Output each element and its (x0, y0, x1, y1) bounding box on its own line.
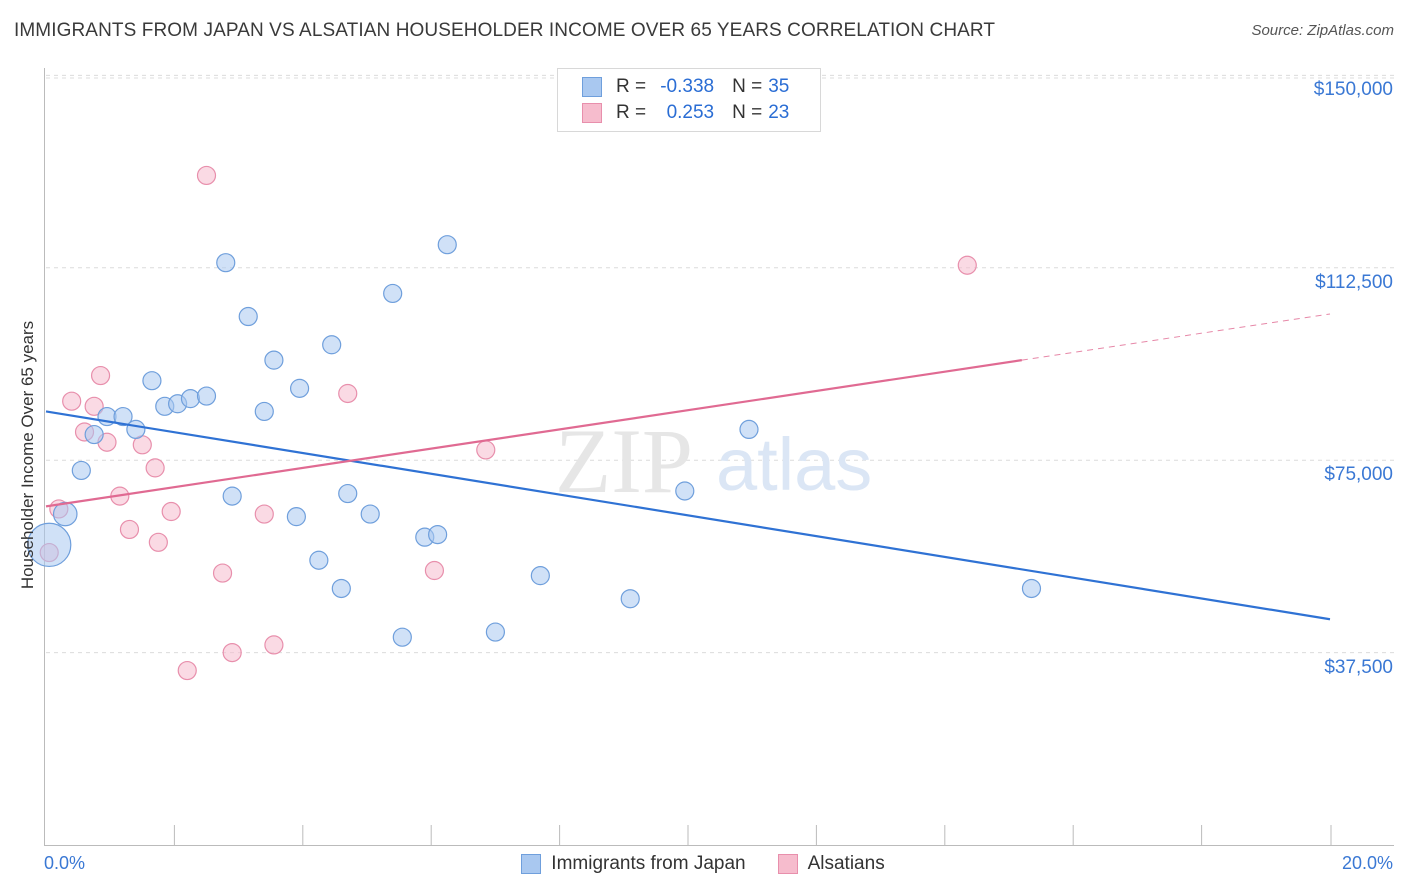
y-tick-label-150000: $150,000 (1313, 79, 1393, 101)
alsatian-point[interactable] (957, 255, 977, 275)
series-swatch-japan (521, 854, 542, 874)
japan-point[interactable] (428, 524, 448, 545)
alsatian-trend-line (45, 359, 1023, 508)
japan-point[interactable] (254, 401, 274, 422)
y-tick-label-112500: $112,500 (1315, 271, 1393, 293)
legend-n-value-japan: 35 (768, 76, 790, 97)
series-swatch-alsatians (777, 854, 798, 874)
japan-point[interactable] (113, 406, 133, 427)
series-label-alsatians: Alsatians (807, 853, 885, 874)
japan-point[interactable] (264, 350, 284, 370)
japan-point[interactable] (331, 578, 351, 599)
japan-point[interactable] (530, 566, 550, 586)
legend-r-value-japan: -0.338 (660, 76, 715, 97)
legend-row-alsatians: R = 0.253 N = 23 (582, 101, 789, 125)
chart-title: IMMIGRANTS FROM JAPAN VS ALSATIAN HOUSEH… (14, 20, 996, 41)
japan-trend-line (45, 410, 1331, 621)
japan-point[interactable] (675, 481, 695, 501)
y-axis-title: Householder Income Over 65 years (18, 320, 37, 590)
japan-point[interactable] (142, 371, 162, 391)
japan-point[interactable] (180, 389, 201, 409)
series-legend: Immigrants from Japan Alsatians (0, 852, 1406, 876)
legend-r-value-alsatians: 0.253 (666, 102, 715, 123)
legend-swatch-alsatians (582, 103, 602, 123)
legend-n-label: N = (732, 76, 763, 97)
japan-point[interactable] (485, 622, 505, 642)
alsatian-point[interactable] (338, 383, 358, 404)
alsatian-trend-extension (1021, 313, 1331, 361)
trend-lines (45, 313, 1331, 621)
japan-point[interactable] (360, 504, 380, 524)
alsatian-point[interactable] (196, 165, 217, 186)
y-tick-label-37500: $37,500 (1324, 656, 1393, 678)
series-legend-alsatians[interactable]: Alsatians (777, 853, 885, 875)
alsatian-point[interactable] (90, 365, 111, 386)
alsatian-point[interactable] (212, 563, 233, 583)
japan-point[interactable] (289, 378, 310, 398)
alsatian-point[interactable] (254, 504, 274, 524)
watermark: ZIP atlas (555, 410, 872, 512)
japan-point[interactable] (196, 386, 217, 406)
alsatian-point[interactable] (119, 519, 140, 540)
japan-point[interactable] (238, 306, 258, 327)
x-tick-label-max: 20.0% (1341, 853, 1393, 873)
alsatian-point[interactable] (264, 635, 284, 655)
japan-points (27, 235, 1042, 647)
source-label: Source: ZipAtlas.com (1251, 22, 1394, 39)
watermark-atlas: atlas (716, 423, 872, 506)
alsatian-point[interactable] (145, 458, 165, 478)
series-legend-japan[interactable]: Immigrants from Japan (521, 853, 746, 875)
x-tick-label-min: 0.0% (44, 853, 86, 873)
legend-n-label: N = (732, 102, 763, 123)
japan-point[interactable] (27, 522, 72, 568)
legend-swatch-japan (582, 77, 602, 97)
japan-point[interactable] (739, 419, 759, 440)
japan-point[interactable] (1021, 578, 1042, 599)
japan-point[interactable] (286, 507, 306, 527)
japan-point[interactable] (71, 460, 91, 481)
alsatian-point[interactable] (424, 560, 445, 581)
series-label-japan: Immigrants from Japan (551, 853, 746, 874)
alsatian-point[interactable] (476, 440, 496, 460)
alsatian-point[interactable] (222, 642, 242, 663)
japan-point[interactable] (216, 253, 236, 273)
japan-point[interactable] (338, 483, 358, 504)
japan-point[interactable] (383, 283, 403, 304)
japan-point[interactable] (52, 501, 78, 527)
alsatian-point[interactable] (148, 532, 168, 552)
legend-r-label: R = (616, 102, 647, 123)
gridlines (46, 74, 1394, 654)
japan-point[interactable] (309, 550, 329, 570)
alsatian-point[interactable] (62, 391, 82, 411)
legend-r-label: R = (616, 76, 647, 97)
alsatian-point[interactable] (161, 501, 181, 522)
y-tick-label-75000: $75,000 (1324, 464, 1393, 486)
axes (44, 68, 1394, 846)
legend-n-value-alsatians: 23 (768, 102, 790, 123)
legend-row-japan: R = -0.338 N = 35 (582, 75, 789, 99)
correlation-legend: R = -0.338 N = 35 R = 0.253 N = 23 (557, 68, 821, 132)
alsatian-point[interactable] (177, 660, 197, 681)
japan-point[interactable] (84, 424, 104, 445)
japan-point[interactable] (392, 627, 412, 647)
alsatian-point[interactable] (84, 396, 104, 416)
japan-point[interactable] (437, 235, 457, 255)
japan-point[interactable] (322, 335, 342, 355)
japan-point[interactable] (620, 589, 640, 609)
japan-point[interactable] (126, 419, 146, 440)
japan-point[interactable] (222, 486, 242, 506)
